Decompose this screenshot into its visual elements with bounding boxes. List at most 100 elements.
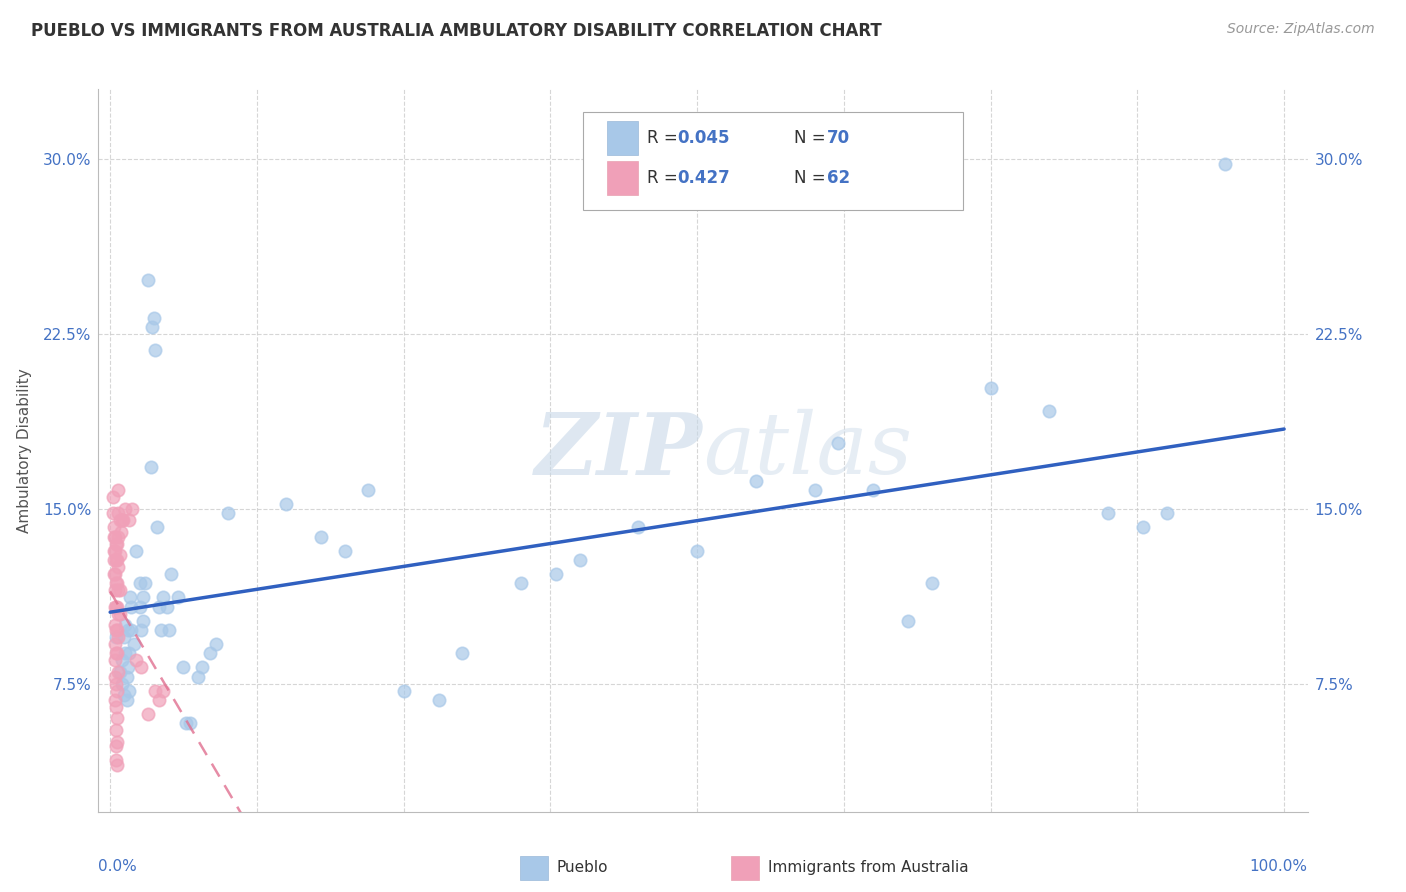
Point (104, 669, 127, 683)
Text: PUEBLO VS IMMIGRANTS FROM AUSTRALIA AMBULATORY DISABILITY CORRELATION CHART: PUEBLO VS IMMIGRANTS FROM AUSTRALIA AMBU… (31, 22, 882, 40)
Point (143, 343, 166, 358)
Point (1097, 507, 1119, 521)
Point (108, 583, 131, 598)
Point (105, 537, 128, 551)
Point (115, 693, 138, 707)
Point (125, 653, 148, 667)
Point (107, 665, 129, 679)
Point (103, 566, 125, 581)
Point (451, 646, 474, 660)
Point (190, 660, 212, 674)
Point (129, 660, 152, 674)
Point (103, 530, 125, 544)
Point (115, 669, 138, 683)
Point (128, 599, 150, 614)
Point (157, 623, 180, 637)
Point (104, 653, 127, 667)
Point (105, 623, 128, 637)
Point (120, 599, 142, 614)
Point (149, 623, 172, 637)
Point (128, 576, 150, 591)
Point (862, 483, 884, 497)
Point (118, 683, 141, 698)
Point (105, 754, 128, 768)
Point (276, 497, 298, 511)
Point (105, 599, 128, 614)
Point (176, 716, 198, 731)
Text: 0.045: 0.045 (678, 129, 730, 147)
Point (112, 630, 135, 644)
Point (217, 507, 239, 521)
Text: 0.427: 0.427 (678, 169, 731, 187)
Point (204, 637, 226, 651)
Point (146, 520, 169, 534)
Point (129, 623, 152, 637)
Point (148, 599, 170, 614)
Point (111, 653, 134, 667)
Point (141, 459, 163, 474)
Point (105, 735, 128, 749)
Point (117, 660, 139, 674)
Point (105, 623, 128, 637)
Point (125, 543, 148, 558)
Point (105, 630, 128, 644)
Point (121, 501, 143, 516)
Point (105, 576, 128, 591)
Point (114, 501, 136, 516)
Point (105, 646, 128, 660)
Point (104, 599, 127, 614)
Point (152, 683, 174, 698)
Point (112, 688, 135, 702)
Point (104, 530, 127, 544)
Point (333, 543, 356, 558)
Point (110, 524, 132, 539)
Point (120, 623, 142, 637)
Point (117, 623, 139, 637)
Point (148, 693, 170, 707)
Point (107, 583, 129, 598)
Point (105, 739, 128, 754)
Point (134, 576, 156, 591)
Point (101, 507, 124, 521)
Point (105, 553, 128, 567)
Point (108, 513, 131, 527)
Text: 70: 70 (827, 129, 849, 147)
Point (111, 676, 134, 690)
Point (107, 483, 129, 497)
Point (198, 646, 221, 660)
Point (103, 553, 125, 567)
Point (114, 618, 136, 632)
Point (686, 543, 709, 558)
Point (167, 591, 190, 605)
Point (104, 543, 127, 558)
Point (105, 711, 128, 725)
Point (107, 507, 129, 521)
Point (357, 483, 380, 497)
Point (568, 553, 591, 567)
Point (104, 693, 127, 707)
Point (155, 599, 177, 614)
Point (546, 566, 568, 581)
Text: N =: N = (794, 129, 831, 147)
Point (803, 483, 825, 497)
Text: Pueblo: Pueblo (557, 860, 609, 874)
Point (118, 646, 141, 660)
Point (1156, 507, 1178, 521)
Point (152, 591, 174, 605)
Point (108, 665, 131, 679)
Point (104, 618, 127, 632)
Point (103, 543, 125, 558)
Text: 0.0%: 0.0% (98, 859, 138, 873)
Point (122, 637, 145, 651)
Point (107, 560, 129, 574)
Point (141, 320, 163, 334)
Point (101, 490, 124, 504)
Point (392, 683, 415, 698)
Point (179, 716, 201, 731)
Point (897, 614, 920, 628)
Point (114, 646, 136, 660)
Point (105, 758, 128, 772)
Point (103, 520, 125, 534)
Point (136, 706, 159, 721)
Point (745, 474, 768, 488)
